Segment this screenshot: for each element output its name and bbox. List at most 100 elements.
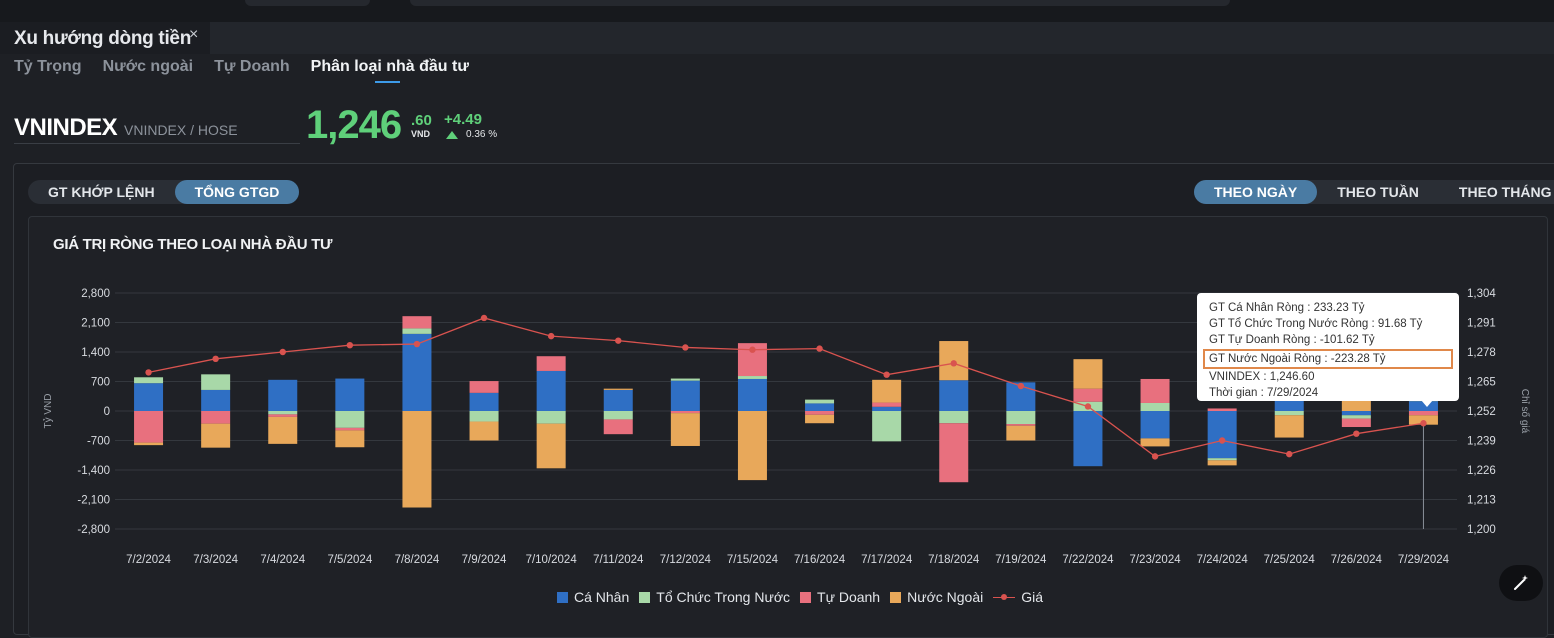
- bar-segment: [1207, 408, 1237, 411]
- bar-segment: [670, 378, 700, 381]
- bar-segment: [872, 379, 902, 403]
- bar-segment: [402, 328, 432, 334]
- x-tick-label: 7/10/2024: [526, 554, 578, 566]
- bar-segment: [737, 378, 767, 411]
- bar-segment: [469, 411, 499, 422]
- price-point: [816, 345, 823, 352]
- bar-segment: [1073, 388, 1103, 402]
- bar-segment: [603, 388, 633, 390]
- panel-tabbar: [210, 22, 1554, 54]
- bar-segment: [670, 413, 700, 446]
- legend-item-ca-nhan[interactable]: Cá Nhân: [557, 589, 629, 605]
- price-point: [346, 341, 354, 349]
- tooltip-line: Thời gian : 7/29/2024: [1209, 387, 1319, 400]
- bar-segment: [201, 389, 231, 411]
- y2-tick-label: 1,278: [1467, 347, 1496, 359]
- x-tick-label: 7/29/2024: [1398, 554, 1450, 566]
- legend-label: Tổ Chức Trong Nước: [656, 589, 791, 605]
- x-tick-label: 7/11/2024: [593, 554, 644, 566]
- price-point: [1286, 450, 1293, 458]
- x-tick-label: 7/19/2024: [995, 554, 1047, 566]
- x-tick-label: 7/18/2024: [928, 554, 980, 566]
- y2-tick-label: 1,291: [1467, 318, 1496, 330]
- bar-segment: [872, 406, 902, 411]
- y-tick-label: 2,100: [81, 318, 110, 330]
- x-tick-label: 7/24/2024: [1197, 554, 1249, 566]
- bar-segment: [1207, 458, 1237, 461]
- close-icon[interactable]: ×: [189, 26, 199, 43]
- tong-gtgd-button[interactable]: TỔNG GTGD: [174, 180, 300, 204]
- bar-segment: [1140, 438, 1170, 447]
- y-tick-label: 1,400: [81, 347, 110, 359]
- bar-segment: [335, 411, 365, 428]
- legend-label: Cá Nhân: [574, 589, 630, 605]
- x-tick-label: 7/8/2024: [395, 554, 440, 566]
- bar-segment: [1140, 378, 1170, 403]
- bar-segment: [1006, 424, 1036, 426]
- price-point: [212, 355, 219, 363]
- legend-label: Giá: [1021, 589, 1044, 605]
- price-point: [1151, 453, 1159, 460]
- price-point: [413, 340, 421, 348]
- period-toggle: THEO NGÀY THEO TUẦN THEO THÁNG: [1194, 180, 1554, 204]
- theo-ngay-button[interactable]: THEO NGÀY: [1194, 180, 1318, 204]
- bar-segment: [536, 423, 566, 469]
- tab-ty-trong[interactable]: Tỷ Trọng: [14, 58, 82, 75]
- x-tick-label: 7/17/2024: [861, 554, 913, 566]
- bar-segment: [603, 419, 633, 435]
- tab-nuoc-ngoai[interactable]: Nước ngoài: [102, 58, 194, 75]
- bar-segment: [1073, 411, 1103, 467]
- magic-wand-icon[interactable]: [1499, 565, 1543, 601]
- y2-tick-label: 1,265: [1467, 377, 1496, 389]
- x-tick-label: 7/23/2024: [1129, 554, 1181, 566]
- x-tick-label: 7/3/2024: [193, 554, 238, 566]
- gt-khop-lenh-button[interactable]: GT KHỚP LỆNH: [48, 184, 155, 200]
- theo-thang-button[interactable]: THEO THÁNG: [1458, 184, 1552, 200]
- bar-segment: [805, 403, 835, 411]
- y2-tick-label: 1,200: [1467, 524, 1496, 536]
- price-point: [682, 344, 689, 351]
- value-toggle: GT KHỚP LỆNH TỔNG GTGD: [28, 180, 300, 204]
- bar-segment: [134, 377, 164, 384]
- bar-segment: [939, 423, 969, 483]
- bar-segment: [402, 316, 432, 329]
- tab-phan-loai-nha-dau-tu[interactable]: Phân loại nhà đầu tư: [310, 58, 469, 83]
- y-tick-label: -700: [87, 436, 110, 448]
- tooltip-line-highlighted: GT Nước Ngoài Ròng : -223.28 Tỷ: [1203, 348, 1453, 369]
- legend-item-nuoc-ngoai[interactable]: Nước Ngoài: [890, 589, 983, 605]
- x-tick-label: 7/12/2024: [660, 554, 712, 566]
- tooltip-line: GT Cá Nhân Ròng : 233.23 Tỷ: [1209, 302, 1365, 314]
- price-point: [883, 371, 890, 378]
- bar-segment: [1341, 415, 1371, 419]
- price-point: [1353, 430, 1360, 437]
- legend-line-swatch: [993, 592, 1016, 603]
- bar-segment: [201, 411, 231, 424]
- x-tick-label: 7/22/2024: [1062, 554, 1114, 566]
- theo-tuan-button[interactable]: THEO TUẦN: [1337, 184, 1419, 200]
- x-tick-label: 7/26/2024: [1331, 554, 1383, 566]
- bar-segment: [1006, 425, 1036, 441]
- x-tick-label: 7/15/2024: [727, 554, 779, 566]
- index-price: 1,246: [306, 103, 402, 147]
- tooltip-line: GT Tự Doanh Ròng : -101.62 Tỷ: [1209, 334, 1375, 347]
- index-exchange: VNINDEX / HOSE: [124, 122, 238, 138]
- bar-segment: [1341, 418, 1371, 428]
- legend-label: Tự Doanh: [817, 589, 881, 605]
- legend-item-gia[interactable]: Giá: [993, 589, 1043, 605]
- bar-segment: [335, 430, 365, 448]
- legend-item-tu-doanh[interactable]: Tự Doanh: [800, 589, 880, 605]
- price-point: [480, 314, 488, 322]
- legend-item-to-chuc[interactable]: Tổ Chức Trong Nước: [639, 589, 790, 605]
- y-axis-label: Tỷ VND: [42, 394, 54, 429]
- y2-axis-label: Chỉ số giá: [1519, 389, 1531, 434]
- price-point: [950, 360, 957, 367]
- tab-tu-doanh[interactable]: Tự Doanh: [214, 58, 290, 75]
- bar-segment: [201, 374, 231, 390]
- index-name: VNINDEX: [14, 114, 118, 141]
- bar-segment: [805, 411, 835, 415]
- price-point: [1017, 382, 1025, 390]
- bar-segment: [469, 392, 499, 411]
- price-point: [1084, 403, 1092, 410]
- index-price-decimal: .60: [411, 112, 432, 129]
